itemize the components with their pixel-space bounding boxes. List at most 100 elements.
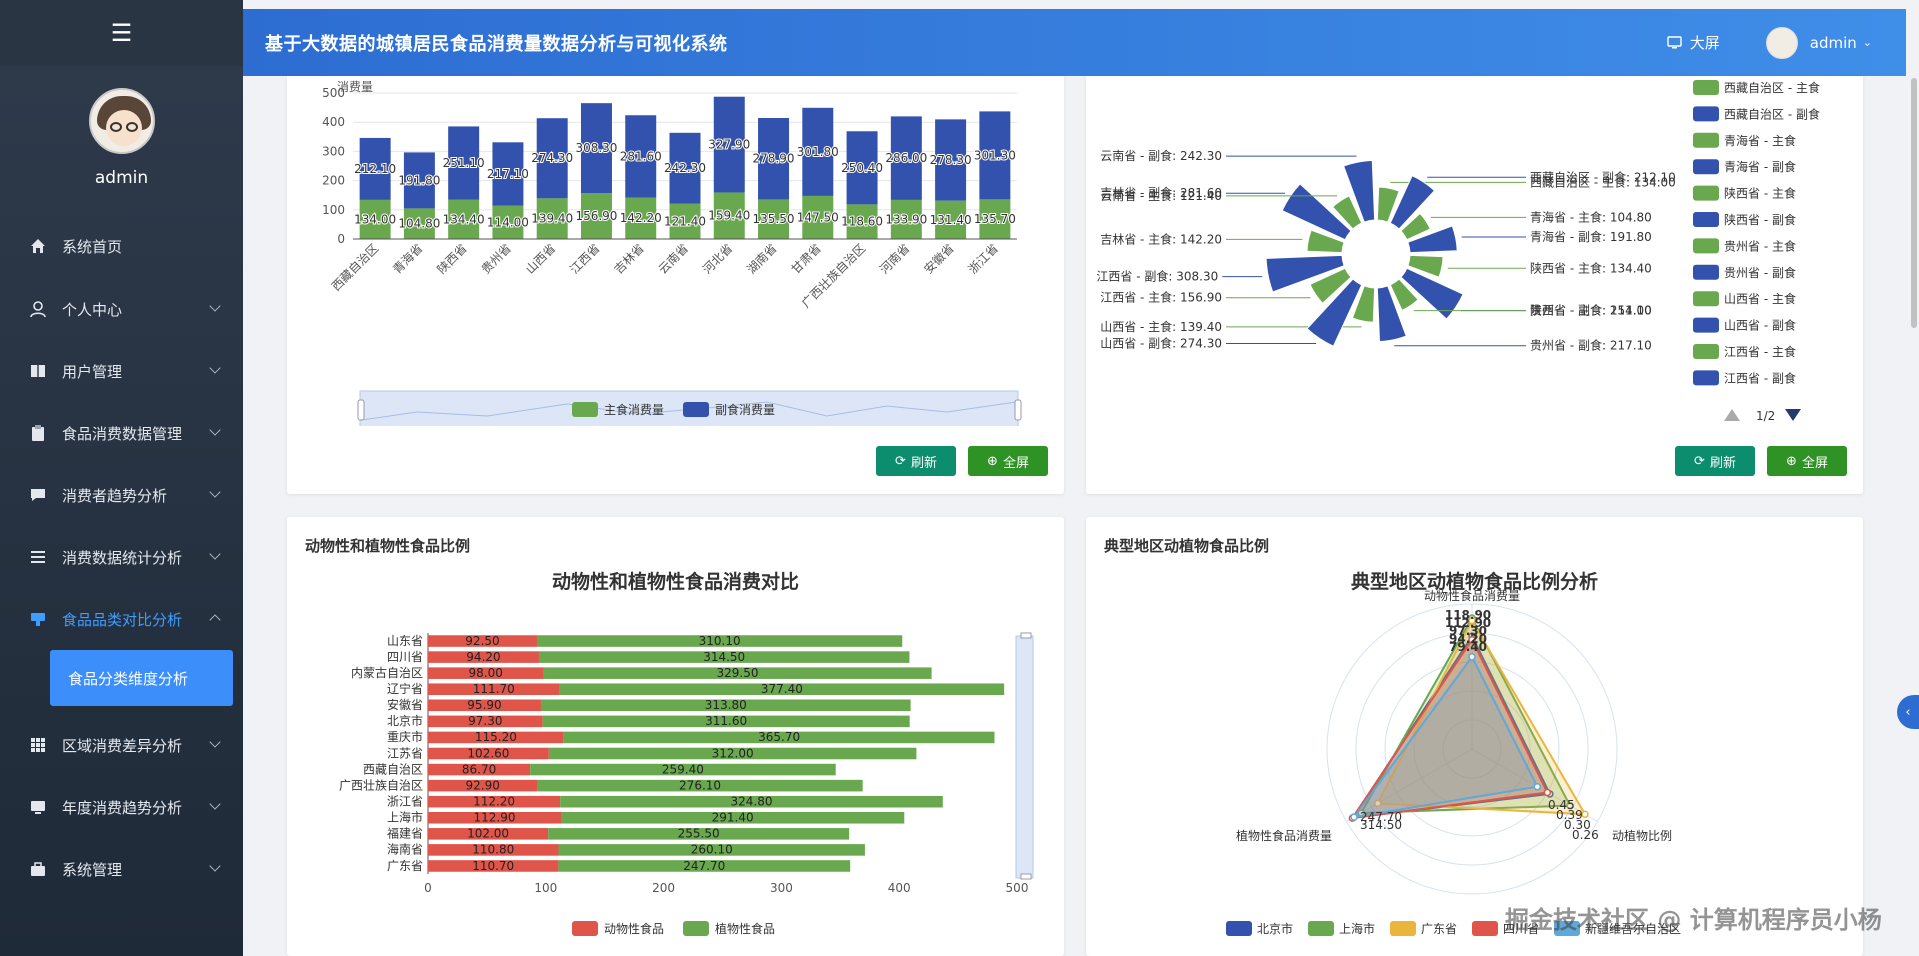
refresh-label: 刷新	[910, 455, 937, 471]
x-tick-label: 陕西省	[434, 241, 470, 277]
y-tick-label: 0	[337, 232, 345, 246]
bar-segment-nonstaple	[359, 137, 391, 200]
chevron-down-icon	[209, 300, 221, 312]
sidebar-item-stats[interactable]: 消费数据统计分析	[0, 526, 243, 588]
data-zoom-handle	[1014, 399, 1022, 421]
data-label: 115.20	[475, 730, 517, 744]
horizontal-bar-chart: 0 100 200 300 400 500 92.50 310.10 山东省 94.20 314.5…	[339, 632, 1034, 936]
data-label: 159.40	[708, 209, 750, 223]
y-axis-label: 消费量	[337, 80, 373, 94]
radar-point	[1373, 799, 1382, 808]
data-label: 313.80	[705, 698, 747, 712]
legend-swatch	[1554, 921, 1580, 936]
bar-segment-staple	[492, 205, 524, 239]
data-zoom-handle	[1020, 632, 1032, 639]
zoom-icon: ⊕	[987, 453, 998, 469]
topbar: 基于大数据的城镇居民食品消费量数据分析与可视化系统 大屏 admin ⌄	[243, 9, 1906, 76]
grid-icon	[28, 735, 48, 755]
bar-segment-plant	[542, 715, 910, 728]
refresh-label: 刷新	[1709, 455, 1736, 471]
bar-segment-staple	[758, 199, 790, 239]
rose-slice	[1376, 186, 1400, 223]
refresh-button[interactable]: ⟳ 刷新	[1675, 446, 1755, 476]
radar-point	[1533, 782, 1542, 791]
bar-segment-staple	[403, 208, 435, 239]
bar-segment-plant	[563, 731, 995, 744]
sidebar-item-annual[interactable]: 年度消费趋势分析	[0, 776, 243, 838]
bar-segment-animal	[428, 667, 544, 679]
fullscreen-button[interactable]: ⊕ 全屏	[968, 446, 1048, 476]
radar-value-label: 247.70	[1360, 810, 1402, 824]
x-tick-label: 100	[534, 881, 557, 895]
sidebar-item-food-data[interactable]: 食品消费数据管理	[0, 402, 243, 464]
data-label: 286.00	[885, 151, 927, 165]
menu-toggle-icon[interactable]: ☰	[0, 0, 243, 66]
legend-prev-icon	[1724, 409, 1740, 421]
x-tick-label: 湖南省	[744, 241, 780, 277]
data-label: 110.70	[472, 859, 514, 873]
data-label: 102.60	[467, 746, 509, 760]
legend-swatch	[1693, 344, 1719, 359]
radar-point	[1350, 813, 1358, 821]
data-label: 92.90	[466, 778, 500, 792]
bar-segment-animal	[428, 811, 561, 824]
data-label: 95.90	[467, 698, 501, 712]
sidebar-item-users[interactable]: 用户管理	[0, 340, 243, 402]
data-label: 251.10	[443, 156, 485, 170]
avatar[interactable]	[1765, 26, 1798, 59]
sidebar-item-profile[interactable]: 个人中心	[0, 278, 243, 340]
bar-segment-animal	[428, 683, 560, 696]
bar-segment-staple	[448, 199, 480, 239]
legend-swatch	[683, 402, 709, 417]
sidebar-item-system[interactable]: 系统管理	[0, 838, 243, 900]
y-tick-label: 北京市	[387, 713, 423, 728]
x-tick-label: 江西省	[567, 241, 602, 276]
data-label: 365.70	[758, 730, 800, 744]
avatar[interactable]	[88, 88, 155, 154]
radar-point	[1468, 653, 1476, 661]
bar-segment-plant	[548, 747, 917, 760]
big-screen-button[interactable]: 大屏	[1667, 32, 1720, 53]
sidebar-item-label: 系统首页	[62, 237, 123, 256]
slice-label: 青海省 - 主食: 104.80	[1530, 209, 1652, 224]
data-label: 217.10	[487, 167, 529, 181]
data-label: 139.40	[531, 212, 573, 226]
fullscreen-button[interactable]: ⊕ 全屏	[1767, 446, 1847, 476]
slice-label: 云南省 - 副食: 242.30	[1100, 148, 1222, 163]
bar-segment-staple	[802, 195, 834, 239]
legend-swatch	[1693, 264, 1719, 280]
data-label: 247.70	[683, 859, 725, 873]
legend-label: 西藏自治区 - 主食	[1724, 80, 1820, 95]
user-menu-label[interactable]: admin	[1809, 33, 1857, 52]
x-tick-label: 吉林省	[611, 241, 646, 276]
slice-label: 江西省 - 主食: 156.90	[1100, 290, 1222, 305]
bar-segment-animal	[428, 651, 539, 663]
bar-segment-staple	[536, 198, 568, 239]
bar-segment-staple	[713, 192, 745, 239]
sidebar-item-consumer-trend[interactable]: 消费者趋势分析	[0, 464, 243, 526]
sidebar-item-region[interactable]: 区域消费差异分析	[0, 714, 243, 776]
data-label: 135.70	[974, 212, 1016, 226]
bar-segment-animal	[428, 635, 537, 647]
data-label: 278.30	[930, 153, 972, 167]
radar-series-area	[1350, 637, 1549, 820]
chat-icon	[28, 485, 48, 505]
sidebar-item-category-compare[interactable]: 食品品类对比分析	[0, 588, 243, 650]
scrollbar[interactable]	[1911, 78, 1917, 328]
collapse-panel-tab[interactable]: ‹	[1897, 695, 1919, 729]
y-tick-label: 福建省	[387, 826, 423, 841]
chart-title: 典型地区动植物食品比例分析	[1350, 571, 1598, 593]
data-label: 327.90	[708, 138, 750, 152]
monitor-icon	[28, 797, 48, 817]
refresh-button[interactable]: ⟳ 刷新	[876, 446, 956, 476]
sidebar-item-label: 年度消费趋势分析	[62, 798, 183, 817]
data-label: 121.40	[664, 214, 706, 228]
sidebar-item-home[interactable]: 系统首页	[0, 214, 243, 278]
radar-point	[1468, 635, 1476, 644]
rose-slice	[1281, 183, 1352, 241]
legend-label: 江西省 - 主食	[1724, 344, 1796, 359]
bar-segment-nonstaple	[536, 118, 568, 199]
rose-slice	[1309, 267, 1352, 305]
y-tick-label: 海南省	[387, 842, 423, 857]
sidebar-subitem-active[interactable]: 食品分类维度分析	[50, 650, 233, 706]
